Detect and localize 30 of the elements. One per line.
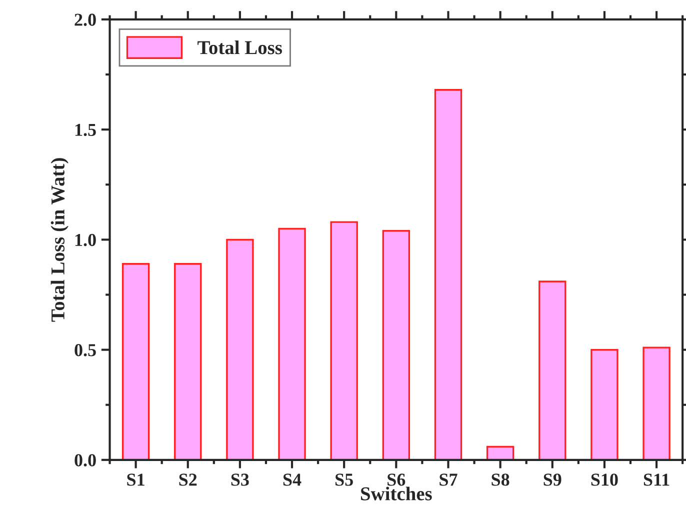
x-tick-label: S9 [544,474,562,486]
y-tick-label: 0.5 [74,344,96,356]
x-tick-label: S10 [591,474,618,486]
x-tick-label: S4 [283,474,302,486]
bar [382,230,410,460]
x-tick-label: S3 [231,474,249,486]
x-tick-label: S8 [492,474,510,486]
bar [174,263,202,460]
bar [122,263,150,460]
y-tick-label: 2.0 [74,14,96,26]
x-tick-label: S7 [440,474,458,486]
y-tick-label: 1.5 [75,124,96,136]
bar [642,346,670,460]
x-tick-label: S11 [644,474,670,486]
bar [590,348,618,460]
bar [486,446,514,460]
x-tick-label: S2 [179,474,197,486]
x-axis-title: Switches [361,486,432,500]
y-axis-title: Total Loss (in Watt) [50,158,68,322]
bar [226,238,254,460]
bar [278,228,306,460]
y-tick-label: 0.0 [74,454,96,466]
bar [330,221,358,460]
x-tick-label: S1 [127,474,144,486]
y-tick-label: 1.0 [75,234,96,246]
bar [538,280,566,460]
legend-label: Total Loss [198,40,282,54]
x-tick-label: S5 [336,474,353,486]
bar [434,89,462,460]
x-tick-label: S6 [388,474,406,486]
